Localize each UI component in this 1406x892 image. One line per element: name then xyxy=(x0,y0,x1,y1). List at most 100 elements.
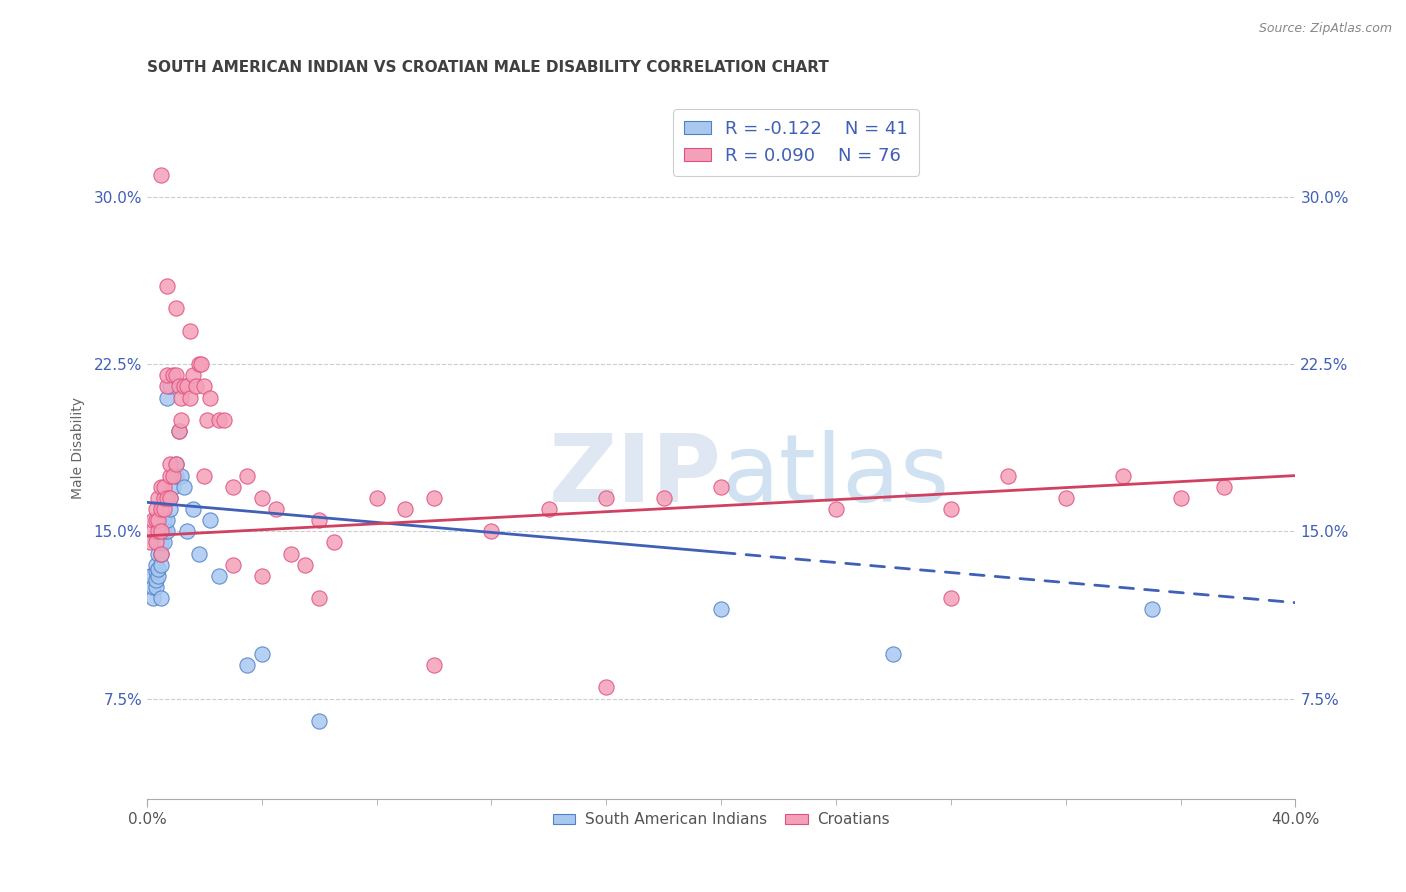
Point xyxy=(423,491,446,505)
Point xyxy=(139,535,162,549)
Point xyxy=(250,569,273,583)
Point xyxy=(825,502,848,516)
Point xyxy=(322,535,344,549)
Point xyxy=(190,357,212,371)
Point xyxy=(150,524,173,539)
Point xyxy=(250,647,273,661)
Text: ZIP: ZIP xyxy=(548,430,721,522)
Point xyxy=(187,357,209,371)
Point xyxy=(150,558,173,572)
Point xyxy=(153,502,176,516)
Point xyxy=(150,547,173,561)
Point xyxy=(150,168,173,182)
Point xyxy=(187,547,209,561)
Point xyxy=(264,502,287,516)
Point xyxy=(162,480,184,494)
Point xyxy=(153,491,176,505)
Point xyxy=(139,569,162,583)
Point xyxy=(214,413,236,427)
Point xyxy=(165,458,187,472)
Point xyxy=(165,458,187,472)
Point xyxy=(423,658,446,673)
Point xyxy=(1054,491,1077,505)
Point xyxy=(308,513,330,527)
Point xyxy=(236,468,259,483)
Point xyxy=(153,535,176,549)
Point xyxy=(176,379,198,393)
Point xyxy=(159,458,181,472)
Point xyxy=(159,491,181,505)
Point xyxy=(145,513,167,527)
Point xyxy=(179,324,201,338)
Point xyxy=(156,391,179,405)
Point xyxy=(150,480,173,494)
Point xyxy=(308,714,330,728)
Point xyxy=(148,524,170,539)
Point xyxy=(366,491,388,505)
Point xyxy=(997,468,1019,483)
Point xyxy=(159,468,181,483)
Point xyxy=(198,513,221,527)
Point xyxy=(939,591,962,606)
Point xyxy=(1140,602,1163,616)
Point xyxy=(198,391,221,405)
Point xyxy=(1112,468,1135,483)
Point xyxy=(710,602,733,616)
Point xyxy=(142,513,165,527)
Text: atlas: atlas xyxy=(721,430,949,522)
Point xyxy=(481,524,503,539)
Point xyxy=(308,591,330,606)
Point xyxy=(595,491,617,505)
Point xyxy=(142,580,165,594)
Point xyxy=(208,569,231,583)
Point xyxy=(150,502,173,516)
Point xyxy=(193,468,215,483)
Point xyxy=(181,502,204,516)
Point xyxy=(173,379,195,393)
Point xyxy=(1170,491,1192,505)
Point xyxy=(181,368,204,383)
Point xyxy=(165,468,187,483)
Text: SOUTH AMERICAN INDIAN VS CROATIAN MALE DISABILITY CORRELATION CHART: SOUTH AMERICAN INDIAN VS CROATIAN MALE D… xyxy=(148,60,828,75)
Point xyxy=(156,513,179,527)
Point xyxy=(156,379,179,393)
Point xyxy=(148,491,170,505)
Point xyxy=(148,562,170,576)
Point xyxy=(159,502,181,516)
Point xyxy=(145,565,167,579)
Point xyxy=(167,379,190,393)
Point xyxy=(156,491,179,505)
Point xyxy=(153,524,176,539)
Point xyxy=(162,468,184,483)
Point xyxy=(148,569,170,583)
Point xyxy=(167,424,190,438)
Point xyxy=(150,591,173,606)
Point xyxy=(145,535,167,549)
Point xyxy=(159,491,181,505)
Point xyxy=(167,424,190,438)
Point xyxy=(394,502,416,516)
Point xyxy=(652,491,675,505)
Point xyxy=(145,502,167,516)
Point xyxy=(153,480,176,494)
Point xyxy=(145,574,167,588)
Point xyxy=(236,658,259,673)
Point xyxy=(156,368,179,383)
Point xyxy=(165,301,187,316)
Point xyxy=(142,524,165,539)
Point xyxy=(173,480,195,494)
Point xyxy=(170,468,193,483)
Point xyxy=(159,379,181,393)
Point xyxy=(145,580,167,594)
Point xyxy=(145,558,167,572)
Point xyxy=(150,535,173,549)
Point xyxy=(280,547,302,561)
Point xyxy=(148,547,170,561)
Point xyxy=(195,413,218,427)
Point xyxy=(537,502,560,516)
Point xyxy=(208,413,231,427)
Point xyxy=(595,681,617,695)
Text: Source: ZipAtlas.com: Source: ZipAtlas.com xyxy=(1258,22,1392,36)
Point xyxy=(170,413,193,427)
Point xyxy=(170,391,193,405)
